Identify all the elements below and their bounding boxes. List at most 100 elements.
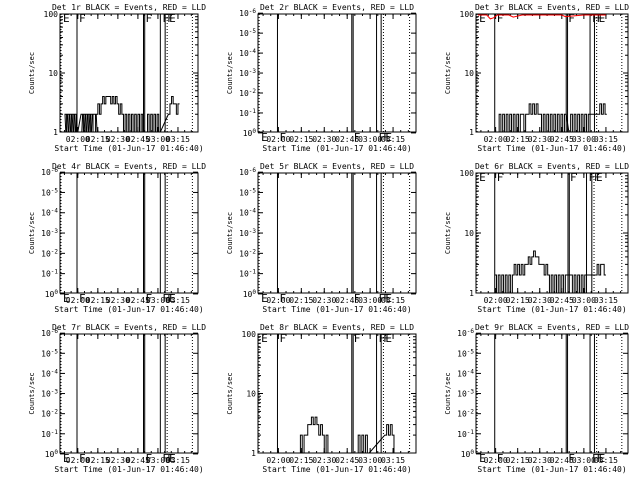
flag-label: F [594, 171, 601, 184]
panel-title: Det 8r BLACK = Events, RED = LLD [260, 323, 414, 332]
panel-det-7: Det 7r BLACK = Events, RED = LLD 100 10-1 1… [28, 323, 206, 474]
flag-label: F [497, 12, 504, 25]
x-tick-label: 03:00 [572, 296, 596, 305]
x-tick-label: 03:15 [594, 135, 618, 144]
x-tick-label: 02:45 [126, 135, 150, 144]
y-axis-label: Counts/sec [28, 52, 36, 94]
y-tick-label: 100 [44, 10, 59, 19]
y-tick-label: 10-4 [239, 48, 256, 58]
flag-label: F [568, 12, 575, 25]
x-tick-label: 03:00 [358, 456, 382, 465]
flag-label: E [385, 131, 392, 144]
flag-label: E [169, 12, 176, 25]
flag-label: E [479, 452, 486, 465]
x-tick-label: 02:00 [484, 456, 508, 465]
x-axis-label: Start Time (01-Jun-17 01:46:40) [54, 305, 203, 314]
x-tick-label: 03:15 [166, 135, 190, 144]
x-tick-label: 02:30 [312, 456, 336, 465]
y-axis-label: Counts/sec [226, 212, 234, 254]
flag-label: F [379, 332, 386, 345]
x-tick-label: 03:15 [594, 296, 618, 305]
x-tick-label: 03:00 [358, 296, 382, 305]
y-tick-label: 10 [246, 390, 256, 399]
panel-title: Det 3r BLACK = Events, RED = LLD [475, 3, 629, 12]
panel-det-1: Det 1r BLACK = Events, RED = LLD 1 10 100 Co… [28, 3, 206, 153]
y-tick-label: 10-6 [239, 8, 256, 18]
flag-label: F [497, 452, 504, 465]
x-tick-label: 02:45 [126, 456, 150, 465]
flag-label: F [279, 332, 286, 345]
flag-label: E [599, 452, 606, 465]
events-series [64, 95, 180, 133]
flag-label: F [592, 12, 599, 25]
x-tick-label: 03:00 [358, 135, 382, 144]
x-tick-label: 02:45 [550, 456, 574, 465]
flag-label: F [162, 452, 169, 465]
flag-label: F [167, 12, 174, 25]
x-axis-label: Start Time (01-Jun-17 01:46:40) [54, 144, 203, 153]
y-tick-label: 10-1 [41, 429, 58, 439]
y-tick-label: 100 [45, 289, 59, 299]
x-tick-label: 03:00 [146, 296, 170, 305]
flag-label: F [79, 292, 86, 305]
x-tick-label: 02:15 [506, 135, 530, 144]
flag-label: F [570, 171, 577, 184]
x-tick-label: 02:15 [289, 296, 313, 305]
y-tick-label: 1 [53, 128, 58, 137]
x-tick-label: 02:00 [266, 296, 290, 305]
events-series [298, 416, 396, 454]
x-tick-label: 03:00 [572, 456, 596, 465]
y-tick-label: 10-6 [41, 328, 58, 338]
x-axis-label: Start Time (01-Jun-17 01:46:40) [477, 305, 626, 314]
y-tick-label: 100 [460, 10, 475, 19]
x-tick-label: 03:15 [381, 456, 405, 465]
x-tick-label: 02:00 [66, 135, 90, 144]
x-tick-label: 02:00 [66, 456, 90, 465]
plot-frame [257, 13, 417, 133]
x-axis-label: Start Time (01-Jun-17 01:46:40) [54, 465, 203, 474]
y-tick-label: 10-1 [239, 269, 256, 279]
y-axis-label: Counts/sec [28, 212, 36, 254]
panel-title: Det 7r BLACK = Events, RED = LLD [52, 323, 206, 332]
y-tick-label: 10-2 [239, 248, 256, 258]
flag-label: E [261, 292, 268, 305]
x-tick-label: 02:15 [289, 135, 313, 144]
events-series [497, 103, 607, 133]
y-tick-label: 10-2 [41, 409, 58, 419]
plot-frame [257, 172, 417, 294]
y-tick-label: 10-3 [457, 389, 474, 399]
y-tick-label: 10-1 [457, 429, 474, 439]
y-tick-label: 10-5 [41, 348, 58, 358]
y-tick-label: 10-3 [239, 68, 256, 78]
panel-title: Det 4r BLACK = Events, RED = LLD [52, 162, 206, 171]
flag-label: E [169, 292, 176, 305]
y-tick-label: 10-6 [239, 167, 256, 177]
y-tick-label: 100 [243, 128, 257, 138]
y-tick-label: 10-4 [41, 368, 58, 378]
y-tick-label: 10-6 [41, 167, 58, 177]
panel-title: Det 1r BLACK = Events, RED = LLD [52, 3, 206, 12]
flag-label: F [162, 292, 169, 305]
x-tick-label: 02:15 [86, 296, 110, 305]
flag-label: F [383, 131, 390, 144]
x-axis-label: Start Time (01-Jun-17 01:46:40) [477, 144, 626, 153]
y-tick-label: 10-5 [457, 348, 474, 358]
x-tick-label: 02:30 [106, 456, 130, 465]
flag-label: F [383, 332, 390, 345]
panel-title: Det 6r BLACK = Events, RED = LLD [475, 162, 629, 171]
y-tick-label: 10 [48, 69, 58, 78]
y-axis-label: Counts/sec [444, 52, 452, 94]
y-tick-label: 10-6 [457, 328, 474, 338]
flag-label: F [146, 292, 153, 305]
panel-det-4: Det 4r BLACK = Events, RED = LLD 100 10-1 1… [28, 162, 206, 314]
panel-det-6: Det 6r BLACK = Events, RED = LLD 1 10 100 Co… [444, 162, 629, 314]
flag-label: F [379, 131, 386, 144]
flag-label: F [354, 332, 361, 345]
flag-label: E [599, 12, 606, 25]
events-series [494, 250, 606, 294]
y-tick-label: 10-3 [41, 228, 58, 238]
y-tick-label: 100 [460, 169, 475, 178]
x-tick-label: 02:30 [528, 296, 552, 305]
y-tick-label: 10-4 [41, 208, 58, 218]
y-tick-label: 10-3 [41, 389, 58, 399]
